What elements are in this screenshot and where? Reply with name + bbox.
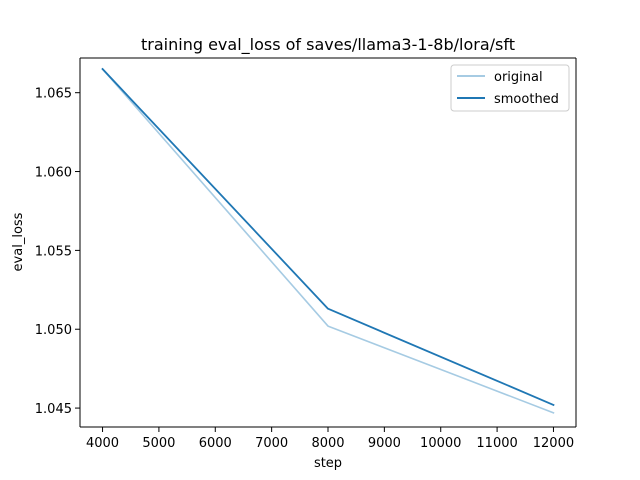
x-tick-label: 5000 <box>142 436 175 451</box>
series-line-original <box>101 67 555 414</box>
x-tick-label: 8000 <box>311 436 344 451</box>
x-tick-label: 6000 <box>199 436 232 451</box>
x-tick-label: 10000 <box>420 436 461 451</box>
chart-title: training eval_loss of saves/llama3-1-8b/… <box>141 35 515 55</box>
y-tick-label: 1.050 <box>35 323 72 338</box>
y-tick-label: 1.045 <box>35 402 72 417</box>
x-axis-title: step <box>314 456 342 471</box>
y-axis-title: eval_loss <box>11 212 26 271</box>
x-tick-label: 4000 <box>86 436 119 451</box>
legend: original smoothed <box>450 64 570 112</box>
x-tick-label: 11000 <box>476 436 517 451</box>
plot-background <box>80 58 576 427</box>
y-tick-label: 1.065 <box>35 87 72 102</box>
x-tick-label: 7000 <box>255 436 288 451</box>
plot-area <box>80 58 576 427</box>
y-tick-label: 1.055 <box>35 244 72 259</box>
x-tick-label: 12000 <box>533 436 574 451</box>
legend-label-smoothed: smoothed <box>494 92 559 107</box>
y-tick-label: 1.060 <box>35 166 72 181</box>
x-tick-label: 9000 <box>368 436 401 451</box>
x-axis-ticks: 4000 5000 6000 7000 8000 9000 10000 11000 12000 <box>86 427 574 451</box>
y-axis-ticks: 1.045 1.050 1.055 1.060 1.065 <box>35 87 80 417</box>
series-layer <box>101 67 555 414</box>
legend-label-original: original <box>494 70 543 85</box>
series-line-smoothed <box>101 67 555 407</box>
